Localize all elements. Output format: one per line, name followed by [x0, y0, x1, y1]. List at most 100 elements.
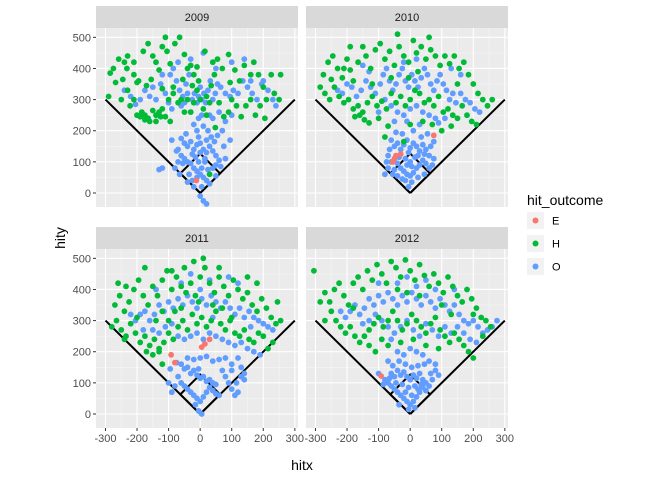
point-O: [449, 90, 456, 97]
point-H: [198, 314, 205, 321]
point-O: [385, 165, 391, 172]
point-H: [426, 283, 432, 290]
point-H: [430, 102, 437, 109]
point-H: [350, 78, 357, 84]
point-H: [386, 48, 393, 55]
point-O: [214, 132, 221, 139]
point-O: [467, 336, 473, 343]
point-H: [416, 292, 423, 299]
point-O: [380, 299, 387, 305]
point-O: [175, 159, 182, 165]
point-H: [336, 93, 342, 100]
point-H: [189, 311, 196, 318]
point-O: [429, 162, 436, 168]
point-H: [391, 62, 398, 69]
point-O: [342, 314, 349, 321]
point-H: [369, 81, 376, 87]
point-H: [187, 109, 194, 115]
point-O: [429, 376, 436, 383]
point-H: [123, 283, 129, 290]
point-H: [115, 280, 121, 287]
point-H: [200, 255, 207, 262]
point-H: [179, 317, 186, 324]
point-O: [388, 137, 395, 144]
point-O: [195, 134, 202, 140]
point-H: [451, 53, 458, 59]
point-H: [197, 96, 204, 103]
y-tick-label: 100: [73, 157, 91, 169]
point-O: [415, 386, 421, 392]
facet-strip-label: 2012: [395, 233, 419, 245]
point-H: [407, 267, 414, 274]
point-O: [146, 317, 153, 324]
point-O: [209, 148, 216, 154]
point-O: [203, 353, 210, 360]
point-H: [344, 56, 350, 62]
point-O: [432, 361, 439, 368]
point-O: [457, 90, 464, 97]
point-O: [421, 361, 428, 368]
point-H: [393, 264, 399, 271]
point-O: [383, 65, 390, 72]
point-O: [432, 115, 439, 122]
point-H: [342, 330, 349, 336]
point-O: [389, 362, 396, 369]
point-O: [190, 121, 197, 128]
point-O: [394, 160, 401, 167]
point-O: [389, 295, 396, 302]
point-H: [404, 289, 410, 296]
point-O: [421, 151, 428, 158]
point-H: [359, 43, 366, 50]
point-H: [393, 99, 399, 106]
point-O: [361, 305, 368, 311]
point-H: [131, 59, 137, 66]
point-O: [375, 280, 382, 287]
point-O: [205, 166, 211, 173]
point-H: [241, 62, 248, 69]
point-O: [225, 380, 232, 386]
point-H: [206, 99, 213, 106]
point-H: [181, 109, 188, 115]
point-H: [236, 333, 243, 340]
point-H: [460, 59, 467, 66]
point-H: [397, 274, 404, 280]
point-O: [396, 401, 402, 408]
point-H: [202, 264, 208, 271]
point-E: [206, 336, 213, 343]
point-H: [456, 336, 462, 343]
point-H: [142, 333, 148, 340]
point-H: [413, 317, 420, 324]
point-H: [331, 84, 338, 90]
point-O: [415, 174, 421, 181]
point-H: [413, 50, 420, 56]
point-O: [423, 277, 429, 283]
point-H: [206, 280, 213, 287]
point-O: [168, 106, 175, 112]
point-O: [400, 369, 407, 375]
point-O: [426, 383, 432, 389]
point-O: [211, 138, 218, 145]
point-O: [140, 327, 147, 333]
point-H: [412, 277, 418, 283]
point-H: [427, 320, 434, 327]
point-H: [405, 74, 412, 81]
point-H: [250, 339, 257, 346]
point-O: [213, 65, 219, 72]
x-axis-title: hitx: [291, 457, 313, 473]
x-tick-label: 200: [254, 433, 272, 445]
point-O: [427, 370, 434, 377]
point-E: [430, 132, 437, 139]
point-H: [143, 82, 150, 89]
point-O: [413, 283, 420, 290]
point-O: [249, 90, 256, 97]
point-H: [241, 327, 248, 333]
point-H: [172, 40, 178, 47]
facet-2009: 2009 0 100 200 300 400 500: [73, 6, 298, 207]
point-O: [440, 81, 447, 87]
point-H: [239, 295, 246, 302]
point-H: [131, 96, 137, 103]
point-H: [388, 74, 395, 81]
point-O: [394, 109, 401, 115]
x-tick-label: 0: [407, 433, 413, 445]
